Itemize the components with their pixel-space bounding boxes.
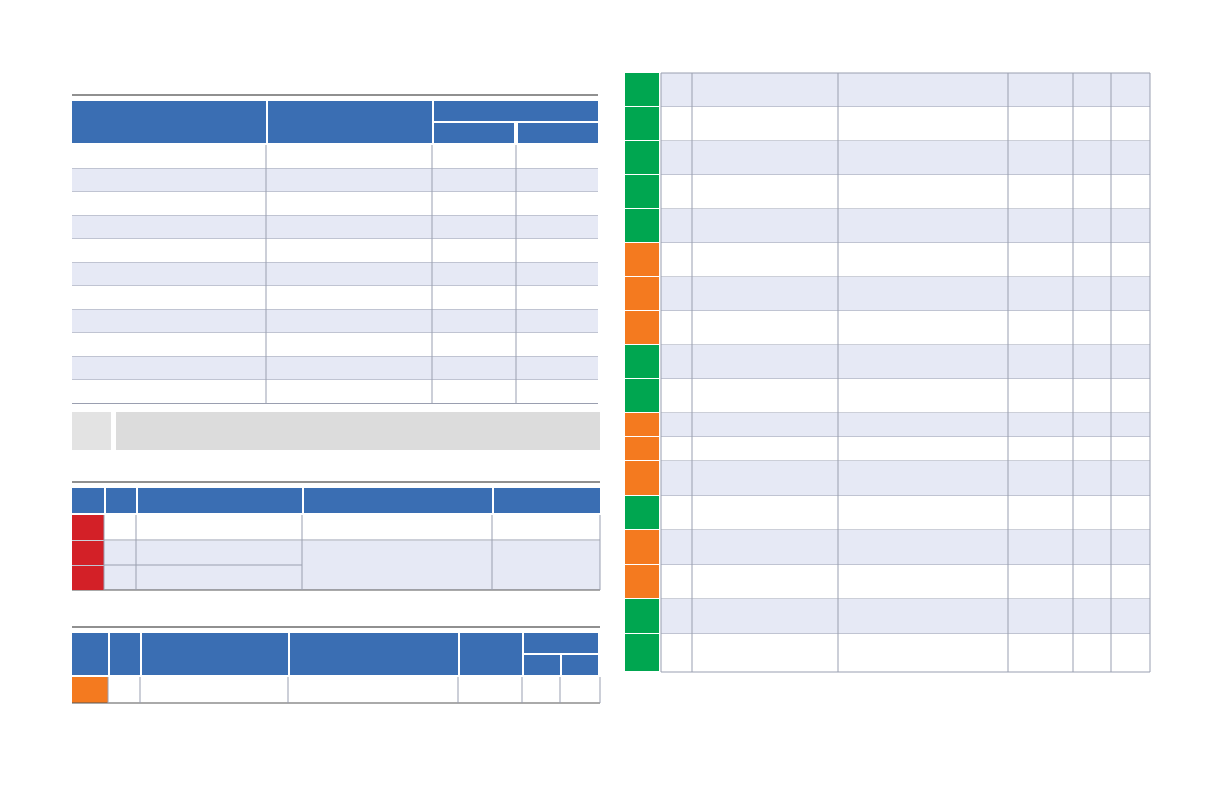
header-cell [524, 655, 560, 675]
note-bar [116, 412, 600, 450]
header-cell [434, 123, 514, 143]
table-row [661, 634, 1150, 672]
status-cell [625, 73, 659, 106]
table-row [72, 677, 600, 703]
header-cell [290, 633, 458, 675]
table-row [661, 379, 1150, 413]
header-cell [72, 101, 266, 143]
status-cell [625, 565, 659, 598]
table-row [661, 345, 1150, 379]
table-row [661, 141, 1150, 175]
table-row [661, 311, 1150, 345]
table-row [72, 262, 598, 286]
table-row [72, 145, 598, 169]
status-cell [72, 677, 108, 703]
table-row [72, 286, 598, 310]
table-row [661, 530, 1150, 565]
status-cell [625, 461, 659, 495]
status-cell [625, 530, 659, 564]
header-cell [304, 488, 492, 513]
table-row [661, 565, 1150, 599]
table-row [661, 413, 1150, 437]
status-cell [72, 566, 104, 590]
status-cell [625, 496, 659, 529]
status-cell [625, 209, 659, 242]
table-row [661, 461, 1150, 496]
header-cell [72, 633, 108, 675]
status-cell [625, 141, 659, 174]
note-marker [72, 412, 111, 450]
status-cell [625, 175, 659, 208]
status-cell [72, 541, 104, 565]
header-cell [106, 488, 136, 513]
table-row [661, 496, 1150, 530]
header-cell [494, 488, 600, 513]
header-cell [268, 101, 432, 143]
status-cell [625, 634, 659, 671]
header-cell [110, 633, 140, 675]
table-row [72, 168, 598, 192]
status-cell [625, 599, 659, 633]
header-cell [138, 488, 302, 513]
status-cell [625, 277, 659, 310]
header-cell [142, 633, 288, 675]
status-cell [625, 345, 659, 378]
header-cell [524, 633, 598, 653]
status-cell [625, 311, 659, 344]
table-row [72, 239, 598, 263]
status-cell [625, 413, 659, 436]
status-cell [625, 243, 659, 276]
table-row [72, 215, 598, 239]
status-cell [625, 437, 659, 460]
header-cell [518, 123, 598, 143]
table-row [661, 277, 1150, 311]
table-row [661, 243, 1150, 277]
table-row [72, 309, 598, 333]
status-cell [625, 107, 659, 140]
table-row [661, 437, 1150, 461]
header-cell [72, 488, 104, 513]
table-row [661, 107, 1150, 141]
table-row [72, 356, 598, 380]
table-row [72, 380, 598, 404]
status-cell [72, 515, 104, 540]
table-row [661, 73, 1150, 107]
table-row [661, 175, 1150, 209]
header-cell [434, 101, 598, 121]
header-cell [460, 633, 522, 675]
table-row [72, 192, 598, 216]
header-cell [562, 655, 598, 675]
table-row [661, 599, 1150, 634]
table-row [661, 209, 1150, 243]
status-cell [625, 379, 659, 412]
table-row [72, 515, 600, 540]
table-row [72, 333, 598, 357]
